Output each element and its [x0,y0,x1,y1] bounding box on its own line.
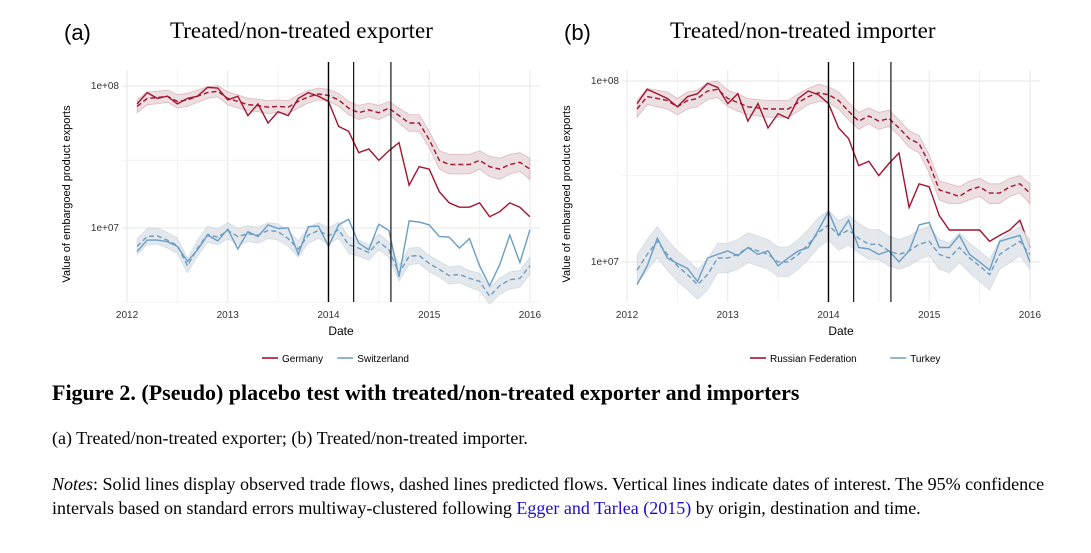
observed-line [636,209,1031,285]
legend: Russian Federation Turkey [750,354,940,365]
series-switzerland [136,218,531,305]
figure-title: Figure 2. (Pseudo) placebo test with tre… [52,380,800,405]
y-axis-label: Value of embargoed product exports [561,105,573,283]
notes-text-2: by origin, destination and time. [691,498,921,518]
chart-b: (b) Treated/non-treated importer 2012 2013 2… [561,18,1042,365]
legend-label: Russian Federation [770,354,857,365]
series-russian-federation [636,80,1031,248]
series-turkey [636,209,1031,300]
panel-title: Treated/non-treated exporter [170,18,433,43]
ci-band [136,85,531,181]
x-tick-label: 2012 [116,310,139,321]
x-tick-label: 2014 [817,310,840,321]
x-tick-label: 2015 [418,310,441,321]
y-tick-label: 1e+08 [91,81,120,92]
x-tick-label: 2015 [918,310,941,321]
observed-line [136,86,531,218]
panel-letter: (b) [564,20,591,45]
figure-subcaption: (a) Treated/non-treated exporter; (b) Tr… [52,428,528,448]
x-axis-label: Date [828,324,854,338]
x-tick-label: 2013 [217,310,240,321]
x-axis-label: Date [328,324,354,338]
y-axis-label: Value of embargoed product exports [61,105,73,283]
figure-notes: Notes: Solid lines display observed trad… [52,472,1072,520]
y-tick-label: 1e+07 [591,257,620,268]
x-tick-label: 2016 [519,310,542,321]
x-tick-label: 2012 [616,310,639,321]
notes-label: Notes [52,474,94,494]
x-tick-label: 2013 [717,310,740,321]
legend: Germany Switzerland [262,354,409,365]
series-germany [136,85,531,218]
ci-band [636,80,1031,205]
observed-line [136,218,531,288]
y-tick-label: 1e+08 [591,76,620,87]
legend-label: Turkey [910,354,940,365]
y-tick-label: 1e+07 [91,223,120,234]
panel-a: (a) Treated/non-treated exporter 2012 2013 2… [0,0,545,372]
panel-b: (b) Treated/non-treated importer 2012 2013 2… [500,0,1045,372]
notes-text-1: : Solid lines display observed trade flo… [52,474,1045,518]
x-tick-label: 2014 [317,310,340,321]
observed-line [636,82,1031,248]
x-tick-label: 2016 [1019,310,1042,321]
legend-label: Switzerland [357,354,409,365]
predicted-line [636,88,1031,198]
predicted-line [136,90,531,170]
panel-letter: (a) [64,20,91,45]
notes-citation-link[interactable]: Egger and Tarlea (2015) [516,498,692,518]
panel-title: Treated/non-treated importer [670,18,936,43]
ci-band [636,209,1031,300]
predicted-line [636,223,1031,286]
chart-a: (a) Treated/non-treated exporter 2012 2013 2… [61,18,542,365]
legend-label: Germany [282,354,323,365]
